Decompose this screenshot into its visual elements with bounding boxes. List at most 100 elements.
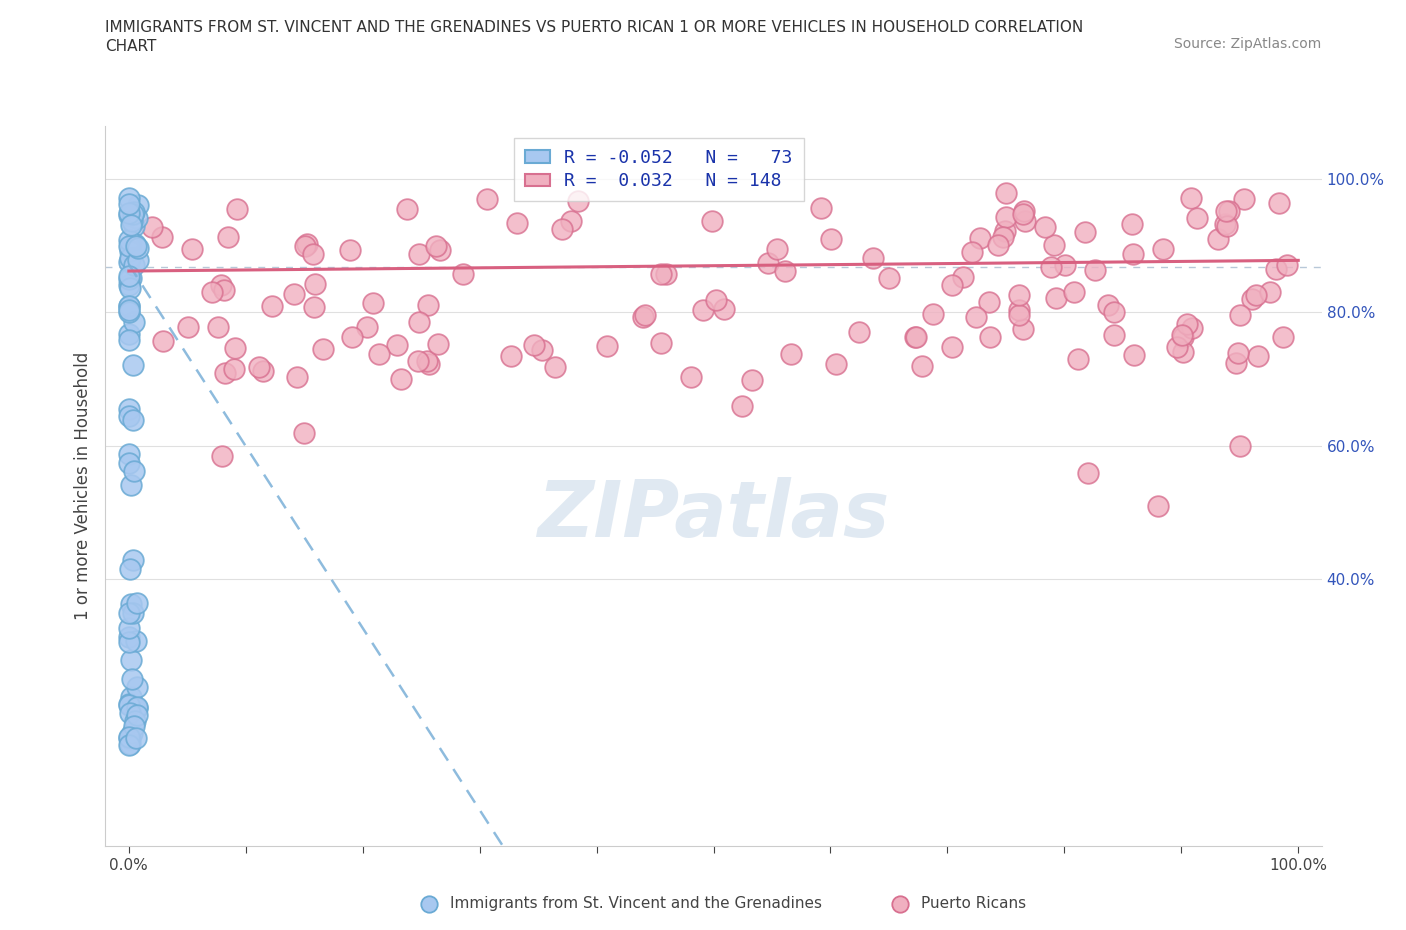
- Point: [1218, 204, 1240, 219]
- Point: [120, 271, 142, 286]
- Point: [118, 281, 141, 296]
- Point: [211, 448, 233, 463]
- Point: [1229, 308, 1251, 323]
- Point: [1053, 258, 1076, 272]
- Point: [292, 425, 315, 440]
- Point: [1268, 195, 1291, 210]
- Point: [1045, 290, 1067, 305]
- Point: [713, 302, 735, 317]
- Point: [1258, 285, 1281, 299]
- Point: [505, 215, 527, 230]
- Point: [122, 258, 145, 272]
- Point: [780, 346, 803, 361]
- Point: [631, 310, 654, 325]
- Point: [1043, 237, 1066, 252]
- Point: [120, 218, 142, 232]
- Text: IMMIGRANTS FROM ST. VINCENT AND THE GRENADINES VS PUERTO RICAN 1 OR MORE VEHICLE: IMMIGRANTS FROM ST. VINCENT AND THE GREN…: [105, 20, 1084, 35]
- Point: [995, 186, 1018, 201]
- Point: [756, 256, 779, 271]
- Point: [121, 671, 143, 686]
- Point: [1173, 345, 1195, 360]
- Point: [122, 718, 145, 733]
- Point: [120, 731, 142, 746]
- Point: [262, 299, 284, 313]
- Point: [941, 277, 963, 292]
- Point: [877, 271, 900, 286]
- Point: [118, 620, 141, 635]
- Point: [543, 359, 565, 374]
- Point: [118, 299, 141, 313]
- Point: [120, 705, 142, 720]
- Point: [120, 561, 142, 576]
- Point: [122, 463, 145, 478]
- Point: [295, 237, 318, 252]
- Point: [1152, 242, 1174, 257]
- Point: [1171, 330, 1194, 345]
- Point: [120, 250, 142, 265]
- Point: [1181, 320, 1204, 335]
- Point: [121, 213, 143, 228]
- Point: [217, 230, 239, 245]
- Point: [118, 269, 141, 284]
- Point: [862, 250, 884, 265]
- Point: [118, 191, 141, 206]
- Point: [1084, 263, 1107, 278]
- Point: [1175, 316, 1198, 331]
- Point: [125, 701, 148, 716]
- Point: [560, 214, 582, 229]
- Point: [904, 329, 927, 344]
- Point: [911, 358, 934, 373]
- Point: [118, 206, 141, 220]
- Point: [122, 207, 145, 222]
- Point: [367, 347, 389, 362]
- Point: [1171, 327, 1194, 342]
- Point: [1102, 305, 1125, 320]
- Point: [416, 298, 439, 312]
- Point: [523, 338, 546, 352]
- Point: [1097, 298, 1119, 312]
- Point: [1008, 288, 1031, 303]
- Point: [125, 633, 148, 648]
- Point: [201, 285, 224, 299]
- Point: [122, 358, 145, 373]
- Point: [820, 232, 842, 246]
- Point: [904, 330, 927, 345]
- Point: [127, 680, 149, 695]
- Point: [1206, 232, 1229, 246]
- Point: [531, 343, 554, 358]
- Point: [122, 314, 145, 329]
- Point: [294, 238, 316, 253]
- Point: [634, 308, 657, 323]
- Point: [127, 211, 149, 226]
- Point: [124, 205, 146, 219]
- Point: [825, 356, 848, 371]
- Point: [214, 365, 236, 380]
- Point: [766, 242, 789, 257]
- Point: [339, 243, 361, 258]
- Point: [124, 701, 146, 716]
- Point: [118, 232, 141, 247]
- Point: [118, 327, 141, 342]
- Point: [650, 336, 672, 351]
- Point: [180, 242, 202, 257]
- Point: [1213, 217, 1236, 232]
- Point: [120, 689, 142, 704]
- Point: [692, 302, 714, 317]
- Point: [118, 196, 141, 211]
- Point: [741, 373, 763, 388]
- Point: [125, 699, 148, 714]
- Point: [127, 595, 149, 610]
- Point: [477, 192, 499, 206]
- Point: [1123, 347, 1146, 362]
- Point: [1147, 498, 1170, 513]
- Point: [1012, 206, 1035, 221]
- Point: [118, 605, 141, 620]
- Point: [125, 708, 148, 723]
- Point: [1233, 191, 1256, 206]
- Point: [1215, 219, 1237, 233]
- Point: [408, 246, 430, 261]
- Point: [451, 266, 474, 281]
- Point: [1104, 328, 1126, 343]
- Point: [122, 219, 145, 233]
- Point: [283, 286, 305, 301]
